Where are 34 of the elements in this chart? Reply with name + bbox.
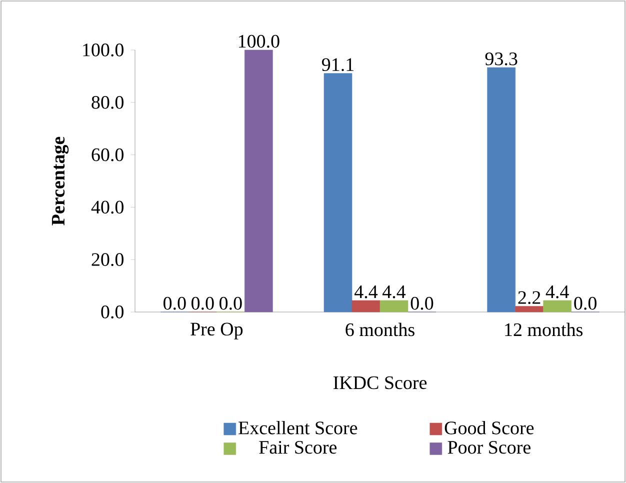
data-label: 100.0 [238,34,280,48]
x-tick-label: 12 months [505,322,582,336]
y-tick-label: 60.0 [92,148,124,162]
legend-label: Fair Score [259,441,337,454]
data-label: 91.1 [322,58,354,72]
bar [352,300,380,312]
y-tick-label: 0.0 [101,306,124,318]
y-tick-label: 100.0 [83,44,124,56]
data-label: 0.0 [164,296,186,310]
bar [487,67,516,312]
data-label: 93.3 [485,52,518,66]
legend-label: Excellent Score [238,420,358,434]
data-label: 0.0 [220,296,242,310]
bar [515,306,544,312]
bar [543,300,572,312]
x-tick-label: 6 months [346,322,414,336]
y-tick-label: 20.0 [92,253,124,266]
data-label: 4.4 [354,286,378,298]
legend-label: Poor Score [448,441,530,454]
x-axis-title: IKDC Score [333,376,427,390]
legend-label: Good Score [444,420,534,434]
data-label: 4.4 [546,286,569,298]
data-label: 2.2 [518,291,540,304]
data-label: 4.4 [382,286,406,298]
bar [244,50,273,312]
y-tick-label: 40.0 [91,200,124,214]
bar [324,73,352,312]
x-tick-label: Pre Op [190,322,243,340]
y-tick-label: 80.0 [92,96,124,109]
data-label: 0.0 [192,296,214,310]
bar [380,300,408,312]
data-label: 0.0 [574,296,596,310]
y-axis-title: Percentage [52,136,69,226]
data-label: 0.0 [410,296,434,310]
